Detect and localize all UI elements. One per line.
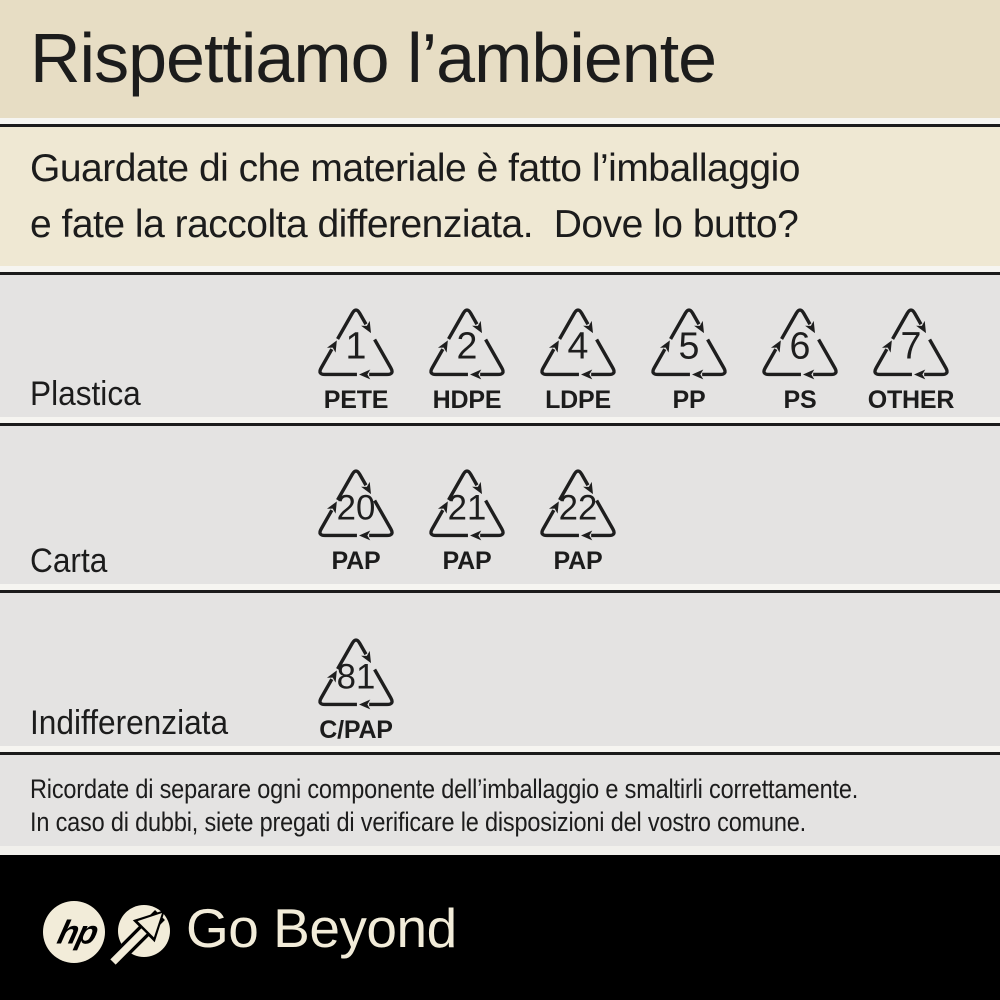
- material-rows: Plastica 1 PETE 2 HDPE: [0, 275, 1000, 755]
- note-line-2: In caso di dubbi, siete pregati di verif…: [30, 807, 807, 837]
- symbol-number: 81: [337, 658, 376, 696]
- page-title: Rispettiamo l’ambiente: [30, 19, 717, 97]
- material-row-indifferenziata: Indifferenziata 81 C/PAP: [0, 593, 1000, 746]
- section-divider: [0, 118, 1000, 127]
- subtitle-band: Guardate di che materiale è fatto l’imba…: [0, 127, 1000, 266]
- note-band: Ricordate di separare ogni componente de…: [0, 755, 1000, 846]
- symbols-group: 20 PAP 21 PAP 22 PAP: [309, 426, 1000, 574]
- symbol-code: OTHER: [867, 386, 955, 414]
- section-divider: [0, 417, 1000, 426]
- symbols-group: 1 PETE 2 HDPE 4 LDPE: [309, 275, 1000, 413]
- recycling-triangle-icon: 7: [873, 308, 949, 380]
- symbol-number: 5: [679, 324, 700, 366]
- section-divider: [0, 584, 1000, 593]
- note-line-1: Ricordate di separare ogni componente de…: [30, 774, 859, 804]
- material-row-label: Indifferenziata: [30, 704, 229, 742]
- symbol-number: 22: [559, 489, 598, 527]
- recycling-symbol: 22 PAP: [531, 461, 625, 574]
- recycling-triangle-icon: 5: [651, 308, 727, 380]
- footer: hp Go Beyond: [0, 855, 1000, 1000]
- symbol-code: PAP: [442, 547, 492, 575]
- material-row-carta: Carta 20 PAP 21 PAP: [0, 426, 1000, 584]
- symbol-code: PAP: [331, 547, 381, 575]
- symbol-number: 6: [790, 324, 811, 366]
- recycling-triangle-icon: 81: [318, 638, 394, 710]
- recycling-triangle-icon: 4: [540, 308, 616, 380]
- section-divider: [0, 846, 1000, 855]
- recycling-triangle-icon: 2: [429, 308, 505, 380]
- recycling-symbol: 4 LDPE: [531, 300, 625, 413]
- symbol-number: 1: [346, 324, 367, 366]
- material-row-label: Plastica: [30, 375, 141, 413]
- recycling-symbol: 21 PAP: [420, 461, 514, 574]
- hp-logo-circle: [43, 900, 105, 963]
- recycling-symbol: 6 PS: [753, 300, 847, 413]
- symbol-number: 21: [448, 489, 487, 527]
- recycling-triangle-icon: 21: [429, 469, 505, 541]
- recycling-triangle-icon: 20: [318, 469, 394, 541]
- recycling-symbol: 2 HDPE: [420, 300, 514, 413]
- material-row-plastica: Plastica 1 PETE 2 HDPE: [0, 275, 1000, 417]
- symbol-code: PETE: [323, 386, 389, 414]
- symbol-code: PAP: [553, 547, 603, 575]
- section-divider: [0, 266, 1000, 275]
- title-band: Rispettiamo l’ambiente: [0, 0, 1000, 118]
- recycling-triangle-icon: 6: [762, 308, 838, 380]
- subtitle-line-1: Guardate di che materiale è fatto l’imba…: [30, 147, 800, 190]
- go-beyond-arrow-icon: [106, 904, 170, 971]
- recycling-triangle-icon: 22: [540, 469, 616, 541]
- tagline: Go Beyond: [186, 897, 457, 959]
- symbol-number: 2: [457, 324, 478, 366]
- symbol-number: 7: [901, 324, 922, 366]
- symbol-number: 4: [568, 324, 589, 366]
- recycling-symbol: 1 PETE: [309, 300, 403, 413]
- symbol-code: PP: [672, 386, 706, 414]
- recycling-symbol: 81 C/PAP: [309, 630, 403, 743]
- recycling-triangle-icon: 1: [318, 308, 394, 380]
- symbol-number: 20: [337, 489, 376, 527]
- hp-logo: hp: [43, 900, 105, 963]
- symbol-code: HDPE: [432, 386, 502, 414]
- symbols-group: 81 C/PAP: [309, 593, 1000, 743]
- symbol-code: C/PAP: [319, 716, 393, 744]
- section-divider: [0, 746, 1000, 755]
- recycling-symbol: 5 PP: [642, 300, 736, 413]
- material-row-label: Carta: [30, 542, 108, 580]
- symbol-code: PS: [783, 386, 817, 414]
- recycling-symbol: 20 PAP: [309, 461, 403, 574]
- symbol-code: LDPE: [545, 386, 611, 414]
- recycling-symbol: 7 OTHER: [864, 300, 958, 413]
- subtitle-line-2: e fate la raccolta differenziata. Dove l…: [30, 203, 799, 246]
